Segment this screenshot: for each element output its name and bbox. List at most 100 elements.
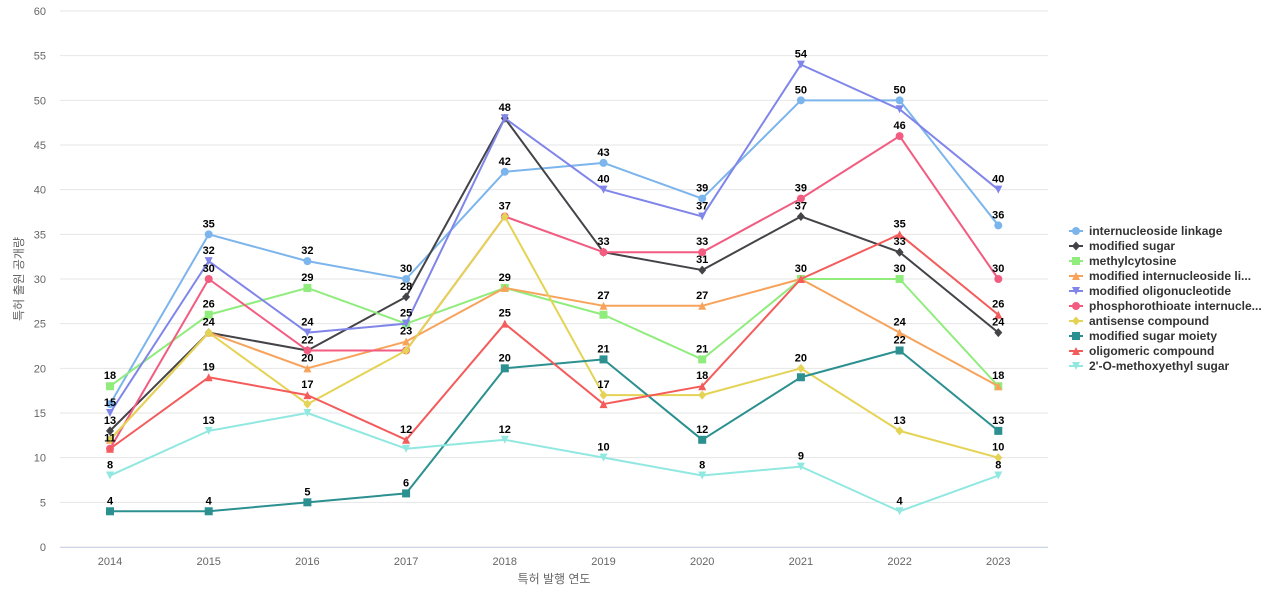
data-label: 29	[301, 272, 313, 284]
data-label: 32	[301, 245, 313, 257]
data-label: 33	[696, 236, 708, 248]
data-point	[698, 382, 707, 391]
data-point	[303, 391, 312, 400]
series-line	[109, 233, 1000, 450]
data-label: 23	[400, 326, 412, 338]
series-line	[109, 117, 1000, 432]
data-point	[994, 221, 1003, 230]
data-point	[895, 275, 904, 283]
data-label: 21	[696, 343, 708, 355]
data-label: 40	[597, 174, 609, 186]
data-label: 10	[992, 442, 1004, 454]
data-point	[796, 363, 805, 373]
legend-item[interactable]: 2'-O-methoxyethyl sugar	[1069, 359, 1230, 373]
legend-label: 2'-O-methoxyethyl sugar	[1089, 359, 1230, 373]
data-point	[895, 132, 904, 141]
data-point	[106, 426, 114, 436]
y-tick-label: 55	[34, 51, 46, 63]
data-label: 37	[696, 200, 708, 212]
data-point	[500, 211, 509, 221]
data-label: 6	[403, 477, 409, 489]
data-point	[204, 275, 213, 283]
legend-item[interactable]: antisense compound	[1069, 314, 1209, 328]
legend-item[interactable]: modified oligonucleotide	[1069, 284, 1231, 298]
y-tick-label: 10	[34, 453, 46, 465]
legend-symbol	[1072, 362, 1080, 370]
data-point	[599, 158, 608, 167]
legend-item[interactable]: modified sugar	[1069, 239, 1175, 253]
data-point	[796, 194, 805, 203]
legend-item[interactable]: oligomeric compound	[1069, 344, 1214, 358]
data-label: 35	[893, 218, 905, 230]
data-point	[698, 194, 707, 203]
data-label: 20	[795, 352, 807, 364]
data-point	[500, 435, 509, 444]
data-point	[402, 319, 411, 328]
data-point	[106, 382, 114, 391]
legend-symbol	[1072, 227, 1080, 235]
series-line	[109, 215, 1000, 459]
data-point	[204, 310, 213, 319]
series-line	[109, 135, 1000, 450]
data-point	[500, 364, 509, 373]
data-label: 30	[992, 263, 1004, 275]
legend-item[interactable]: phosphorothioate internucle...	[1069, 299, 1262, 313]
data-point	[698, 248, 707, 257]
data-point	[698, 435, 707, 444]
data-label: 13	[992, 415, 1004, 427]
data-point	[402, 275, 411, 283]
data-point	[500, 167, 509, 176]
y-tick-label: 20	[34, 363, 46, 375]
data-label: 36	[992, 209, 1004, 221]
data-label: 31	[696, 254, 708, 266]
x-tick-label: 2022	[887, 556, 911, 568]
data-point	[698, 265, 707, 275]
data-point	[796, 373, 805, 382]
series-line	[109, 278, 1000, 441]
series-modified-sugar	[106, 113, 1003, 436]
x-tick-label: 2015	[196, 556, 220, 568]
data-point	[895, 346, 904, 355]
data-point	[698, 301, 707, 310]
data-label: 40	[992, 174, 1004, 186]
data-label: 37	[795, 200, 807, 212]
series-methylcytosine	[106, 275, 1003, 391]
data-point	[204, 426, 213, 435]
series-modified-sugar-moiety	[106, 346, 1003, 516]
x-axis-title: 특허 발행 연도	[518, 571, 591, 586]
series-line	[109, 63, 1000, 414]
data-label: 39	[696, 183, 708, 195]
data-point	[402, 337, 411, 346]
legend-item[interactable]: modified internucleoside li...	[1069, 269, 1251, 283]
data-label: 8	[107, 460, 113, 472]
data-point	[303, 257, 312, 266]
legend-label: modified sugar moiety	[1089, 329, 1217, 343]
legend-label: modified oligonucleotide	[1089, 284, 1231, 298]
legend-label: internucleoside linkage	[1089, 224, 1223, 238]
x-tick-label: 2017	[394, 556, 418, 568]
data-point	[500, 114, 509, 123]
grid	[60, 10, 1048, 548]
data-label: 30	[203, 263, 215, 275]
data-point	[796, 96, 805, 105]
data-point	[599, 310, 608, 319]
data-label: 43	[597, 147, 609, 159]
legend-item[interactable]: modified sugar moiety	[1069, 329, 1217, 343]
data-label: 17	[597, 379, 609, 391]
data-label: 30	[400, 263, 412, 275]
data-label: 18	[104, 370, 116, 382]
data-label: 32	[203, 245, 215, 257]
data-point	[698, 212, 707, 221]
data-label: 24	[992, 317, 1005, 329]
data-point	[106, 400, 114, 409]
data-point	[303, 498, 312, 507]
legend-item[interactable]: internucleoside linkage	[1069, 224, 1223, 238]
legend-item[interactable]: methylcytosine	[1069, 254, 1177, 268]
data-label: 22	[301, 334, 313, 346]
data-point	[994, 382, 1003, 391]
data-point	[994, 185, 1003, 194]
series-phosphorothioate-internucleoside-linkage	[106, 132, 1003, 453]
data-point	[106, 471, 114, 480]
